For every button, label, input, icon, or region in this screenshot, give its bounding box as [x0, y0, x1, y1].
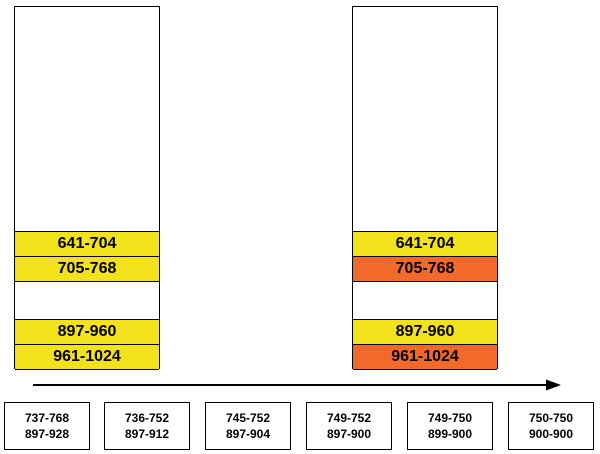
step-box-3: 745-752 897-904: [205, 402, 291, 450]
left-segment-961-1024: 961-1024: [15, 344, 159, 370]
left-segment-705-768: 705-768: [15, 256, 159, 282]
step-box-5: 749-750 899-900: [407, 402, 493, 450]
right-segment-897-960: 897-960: [353, 319, 497, 345]
arrow-head-icon: [546, 379, 561, 391]
step-box-6-line1: 750-750: [528, 411, 574, 425]
step-box-4: 749-752 897-900: [306, 402, 392, 450]
step-box-6-line2: 900-900: [528, 427, 574, 441]
step-box-2-line1: 736-752: [124, 411, 170, 425]
step-box-5-line2: 899-900: [427, 427, 473, 441]
step-box-1-line1: 737-768: [24, 411, 70, 425]
step-box-6: 750-750 900-900: [508, 402, 594, 450]
right-segment-641-704: 641-704: [353, 231, 497, 257]
step-box-5-line1: 749-750: [427, 411, 473, 425]
left-segment-897-960: 897-960: [15, 319, 159, 345]
left-segment-641-704: 641-704: [15, 231, 159, 257]
progress-arrow: [33, 379, 561, 391]
step-box-3-line1: 745-752: [225, 411, 271, 425]
step-box-3-line2: 897-904: [225, 427, 271, 441]
left-column: 641-704 705-768 897-960 961-1024: [14, 6, 160, 370]
right-column: 641-704 705-768 897-960 961-1024: [352, 6, 498, 370]
step-box-4-line2: 897-900: [326, 427, 372, 441]
step-box-2: 736-752 897-912: [104, 402, 190, 450]
right-segment-705-768: 705-768: [353, 256, 497, 282]
step-box-2-line2: 897-912: [124, 427, 170, 441]
right-segment-961-1024: 961-1024: [353, 344, 497, 370]
step-box-4-line1: 749-752: [326, 411, 372, 425]
step-box-1-line2: 897-928: [24, 427, 70, 441]
step-box-1: 737-768 897-928: [4, 402, 90, 450]
